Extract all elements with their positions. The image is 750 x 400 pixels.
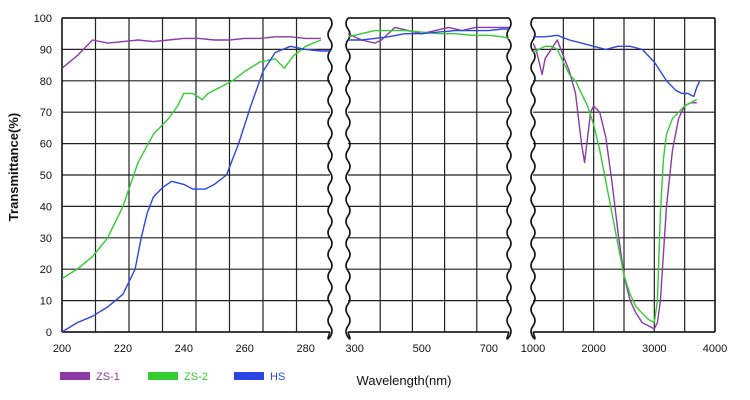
x-axis-label: Wavelength(nm)	[357, 373, 452, 388]
x-tick-label: 200	[53, 343, 71, 355]
y-tick-label: 0	[46, 327, 52, 339]
series-line-zs-1	[62, 36, 321, 69]
x-tick-label: 260	[236, 343, 254, 355]
panel-border-right	[506, 17, 512, 340]
legend-label-zs-2: ZS-2	[184, 371, 208, 383]
y-tick-label: 90	[40, 44, 52, 56]
series-line-zs-2	[533, 45, 698, 324]
x-tick-label: 4000	[703, 343, 727, 355]
x-tick-label: 3000	[642, 343, 666, 355]
x-tick-label: 700	[480, 343, 498, 355]
panel-border-left	[530, 17, 536, 340]
tick-layer: 200 220 240 260 280 300 500 700 1000 2000 3000 4000…	[34, 13, 728, 355]
series-line-zs-2	[62, 39, 322, 280]
y-tick-label: 100	[34, 13, 52, 25]
x-tick-label: 220	[114, 343, 132, 355]
legend-swatch-hs	[234, 372, 264, 380]
y-tick-label: 80	[40, 76, 52, 88]
x-tick-label: 300	[346, 343, 364, 355]
legend: ZS-1 ZS-2 HS	[60, 371, 285, 383]
y-tick-label: 60	[40, 139, 52, 151]
legend-label-zs-1: ZS-1	[96, 371, 120, 383]
legend-label-hs: HS	[270, 371, 285, 383]
y-tick-label: 20	[40, 264, 52, 276]
y-tick-label: 10	[40, 296, 52, 308]
y-axis-label: Transmittance(%)	[6, 113, 21, 221]
series-layer	[62, 26, 701, 332]
y-tick-label: 40	[40, 201, 52, 213]
series-line-hs	[348, 28, 509, 41]
series-line-zs-1	[533, 39, 697, 330]
x-tick-label: 1000	[521, 343, 545, 355]
panel-border-right	[327, 17, 333, 340]
grid-layer	[62, 17, 715, 333]
series-line-hs	[533, 34, 701, 98]
y-tick-label: 50	[40, 170, 52, 182]
legend-swatch-zs-1	[60, 372, 90, 380]
series-line-hs	[62, 45, 330, 332]
x-tick-label: 2000	[581, 343, 605, 355]
y-tick-label: 70	[40, 107, 52, 119]
x-tick-label: 280	[296, 343, 314, 355]
y-tick-label: 30	[40, 233, 52, 245]
legend-swatch-zs-2	[148, 372, 178, 380]
x-tick-label: 240	[175, 343, 193, 355]
panel-border-left	[345, 17, 351, 340]
frame-layer	[61, 17, 716, 340]
x-tick-label: 500	[413, 343, 431, 355]
